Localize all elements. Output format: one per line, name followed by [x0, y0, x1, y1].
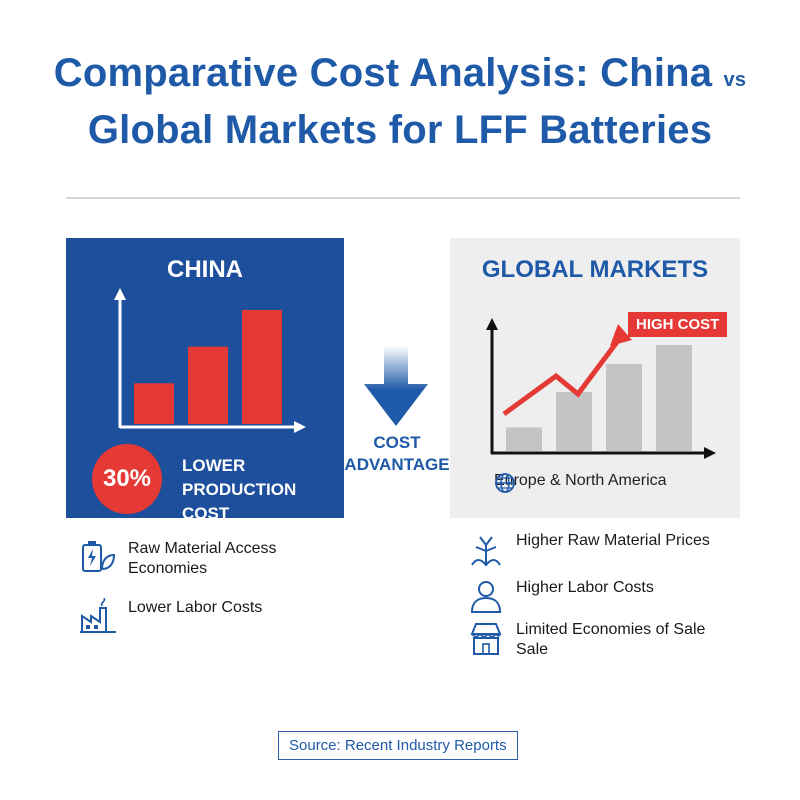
battery-leaf-icon: [82, 541, 116, 572]
high-cost-label: HIGH COST: [628, 312, 728, 337]
factory-icon: [80, 598, 116, 633]
global-y-arrow: [486, 318, 498, 330]
store-icon: [470, 623, 502, 655]
china-feature-labor: Lower Labor Costs: [80, 598, 348, 634]
global-bar-1: [506, 427, 542, 451]
global-bar-2: [556, 392, 592, 451]
down-arrow-icon: [364, 346, 428, 426]
global-feature-labor: Higher Labor Costs: [468, 578, 736, 614]
source-note: Source: Recent Industry Reports: [278, 731, 518, 760]
china-bar-1: [134, 383, 174, 424]
worker-icon: [470, 581, 502, 613]
global-bar-3: [606, 363, 642, 451]
china-title: CHINA: [167, 256, 243, 283]
page-title: Comparative Cost Analysis: China vs Glob…: [0, 48, 800, 155]
global-x-arrow: [704, 447, 716, 459]
globe-icon: [495, 473, 515, 493]
raw-material-icon: [471, 536, 501, 567]
region-label: Europe & North America: [494, 472, 667, 493]
china-chart: [114, 288, 306, 433]
china-feature-raw-material: Raw Material Access Economies: [80, 539, 348, 579]
china-y-arrow: [114, 288, 126, 300]
china-panel: CHINA 30% LOWER PRODUCTION COST: [66, 238, 344, 523]
divider: [66, 197, 740, 199]
trend-arrowhead: [610, 324, 632, 346]
title-line-2: Global Markets for LFF Batteries: [87, 108, 713, 152]
china-bar-2: [188, 346, 228, 424]
cost-trend-line: [502, 336, 622, 417]
global-bar-4: [656, 345, 692, 451]
title-line-1: Comparative Cost Analysis: China vs: [53, 51, 747, 95]
badge-caption: LOWER PRODUCTION COST: [182, 456, 297, 523]
global-chart: [486, 318, 716, 459]
china-x-arrow: [294, 421, 306, 433]
title-vs: vs: [723, 69, 747, 91]
cost-advantage-label: COST ADVANTAGE: [344, 433, 450, 474]
global-feature-economies: Limited Economies of Sale Sale: [468, 620, 736, 660]
global-panel: GLOBAL MARKETS HIGH COST Europe & North …: [450, 238, 740, 518]
savings-badge: 30%: [92, 444, 162, 514]
global-feature-raw-material: Higher Raw Material Prices: [468, 531, 736, 567]
china-bar-3: [242, 310, 282, 424]
global-title: GLOBAL MARKETS: [481, 256, 709, 283]
